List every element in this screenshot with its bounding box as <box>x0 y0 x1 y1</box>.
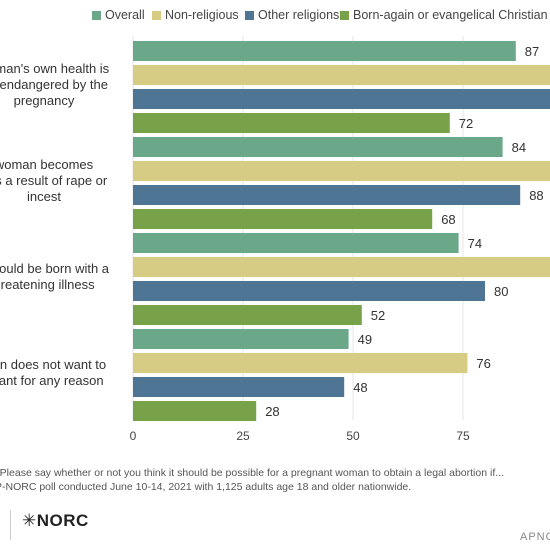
category-label-line: t as a result of rape or <box>0 173 108 188</box>
bar-s3-c0 <box>133 113 450 133</box>
bar-s1-c2 <box>133 257 550 277</box>
data-label-s0-c1: 84 <box>512 140 526 155</box>
data-label-s2-c1: 88 <box>529 188 543 203</box>
category-label-line: hreatening illness <box>0 277 95 292</box>
category-label-line: gnant for any reason <box>0 373 104 388</box>
legend-swatch <box>340 10 349 20</box>
data-label-s2-c3: 48 <box>353 380 367 395</box>
bar-s0-c1 <box>133 137 503 157</box>
category-label-line: pregnancy <box>13 93 75 108</box>
x-tick-label-3: 75 <box>456 429 470 443</box>
bar-s0-c2 <box>133 233 459 253</box>
data-label-s3-c3: 28 <box>265 404 279 419</box>
bar-s1-c0 <box>133 65 550 85</box>
legend-item-2: Other religions <box>245 8 339 22</box>
data-label-s3-c2: 52 <box>371 308 385 323</box>
category-label-3: man does not want tognant for any reason <box>0 357 128 389</box>
x-tick-label-2: 50 <box>346 429 360 443</box>
category-label-1: woman becomest as a result of rape orinc… <box>0 157 128 205</box>
bar-s1-c3 <box>133 353 468 373</box>
legend-label: Non-religious <box>165 8 239 22</box>
bar-s3-c3 <box>133 401 257 421</box>
category-label-0: woman's own health issly endangered by t… <box>0 61 128 109</box>
legend-label: Other religions <box>258 8 340 22</box>
data-label-s3-c1: 68 <box>441 212 455 227</box>
logo-divider <box>10 510 11 540</box>
bar-s2-c1 <box>133 185 521 205</box>
category-label-line: incest <box>27 189 61 204</box>
legend-item-0: Overall <box>92 8 145 22</box>
legend-swatch <box>92 10 101 20</box>
bar-s0-c3 <box>133 329 349 349</box>
legend-swatch <box>245 10 254 20</box>
data-label-s3-c0: 72 <box>459 116 473 131</box>
legend-swatch <box>152 10 161 20</box>
norc-logo: ✳NORC <box>22 511 89 531</box>
data-label-s0-c2: 74 <box>468 236 482 251</box>
data-label-s0-c3: 49 <box>358 332 372 347</box>
x-tick-label-0: 0 <box>130 429 137 443</box>
category-label-line: sly endangered by the <box>0 77 108 92</box>
bar-s3-c2 <box>133 305 362 325</box>
legend-item-1: Non-religious <box>152 8 239 22</box>
question-note: n: Please say whether or not you think i… <box>0 467 504 479</box>
x-tick-label-1: 25 <box>236 429 250 443</box>
category-label-line: woman's own health is <box>0 61 110 76</box>
bar-s2-c3 <box>133 377 345 397</box>
category-label-line: man does not want to <box>0 357 107 372</box>
logo-text: NORC <box>36 511 89 530</box>
bar-s1-c1 <box>133 161 550 181</box>
asterisk-icon: ✳ <box>22 511 37 530</box>
bar-s2-c0 <box>133 89 550 109</box>
source-note: AP-NORC poll conducted June 10-14, 2021 … <box>0 481 412 493</box>
chart-legend: Overall Non-religious Other religions Born-… <box>0 4 550 26</box>
data-label-s1-c3: 76 <box>476 356 490 371</box>
category-label-line: woman becomes <box>0 157 94 172</box>
data-label-s0-c0: 87 <box>525 44 539 59</box>
category-label-line: d would be born with a <box>0 261 110 276</box>
legend-item-3: Born-again or evangelical Christian <box>340 8 548 22</box>
legend-label: Born-again or evangelical Christian <box>353 8 548 22</box>
bar-s0-c0 <box>133 41 516 61</box>
legend-label: Overall <box>105 8 145 22</box>
data-label-s2-c2: 80 <box>494 284 508 299</box>
bar-s3-c1 <box>133 209 433 229</box>
brand-text: APNORC <box>520 531 550 543</box>
bar-s2-c2 <box>133 281 485 301</box>
